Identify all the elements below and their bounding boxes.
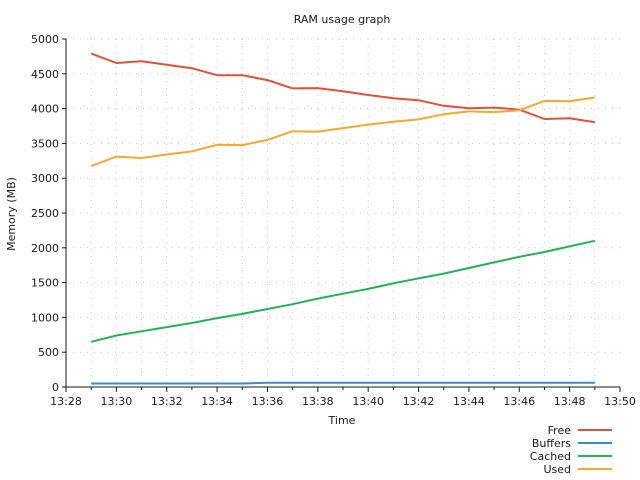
y-tick-label: 4000	[31, 103, 59, 116]
x-tick-label: 13:38	[302, 395, 334, 408]
y-tick-label: 3500	[31, 137, 59, 150]
x-tick-label: 13:42	[403, 395, 435, 408]
x-tick-label: 13:44	[453, 395, 485, 408]
y-tick-label: 1500	[31, 277, 59, 290]
x-tick-label: 13:30	[101, 395, 133, 408]
x-axis-title: Time	[328, 414, 356, 427]
x-tick-label: 13:46	[503, 395, 535, 408]
chart-title: RAM usage graph	[294, 13, 391, 26]
x-tick-label: 13:40	[352, 395, 384, 408]
x-tick-label: 13:36	[252, 395, 284, 408]
y-tick-label: 1000	[31, 311, 59, 324]
y-tick-label: 2500	[31, 207, 59, 220]
x-tick-label: 13:48	[554, 395, 586, 408]
x-tick-label: 13:50	[604, 395, 636, 408]
series-line-free	[90, 52, 595, 124]
labels-layer: RAM usage graph Time Memory (MB)	[5, 13, 390, 427]
series-line-buffers	[91, 381, 595, 385]
y-axis-title: Memory (MB)	[5, 177, 18, 251]
axes-layer: 0 500 1000 1500 2000 2500 3000 3500 4000 4500 5000…	[31, 33, 636, 408]
x-tick-label: 13:32	[151, 395, 183, 408]
series-line-used	[90, 96, 595, 167]
series-line-cached	[90, 239, 596, 343]
y-tick-label: 3000	[31, 172, 59, 185]
series-layer	[90, 52, 596, 385]
legend-label-used: Used	[543, 463, 571, 476]
legend-label-cached: Cached	[530, 450, 571, 463]
x-tick-label: 13:28	[50, 395, 82, 408]
y-tick-label: 5000	[31, 33, 59, 46]
x-tick-label: 13:34	[201, 395, 233, 408]
y-tick-label: 0	[52, 381, 59, 394]
legend-label-buffers: Buffers	[532, 437, 571, 450]
y-tick-label: 500	[38, 346, 59, 359]
y-tick-label: 4500	[31, 68, 59, 81]
y-tick-label: 2000	[31, 242, 59, 255]
legend-label-free: Free	[548, 424, 572, 437]
